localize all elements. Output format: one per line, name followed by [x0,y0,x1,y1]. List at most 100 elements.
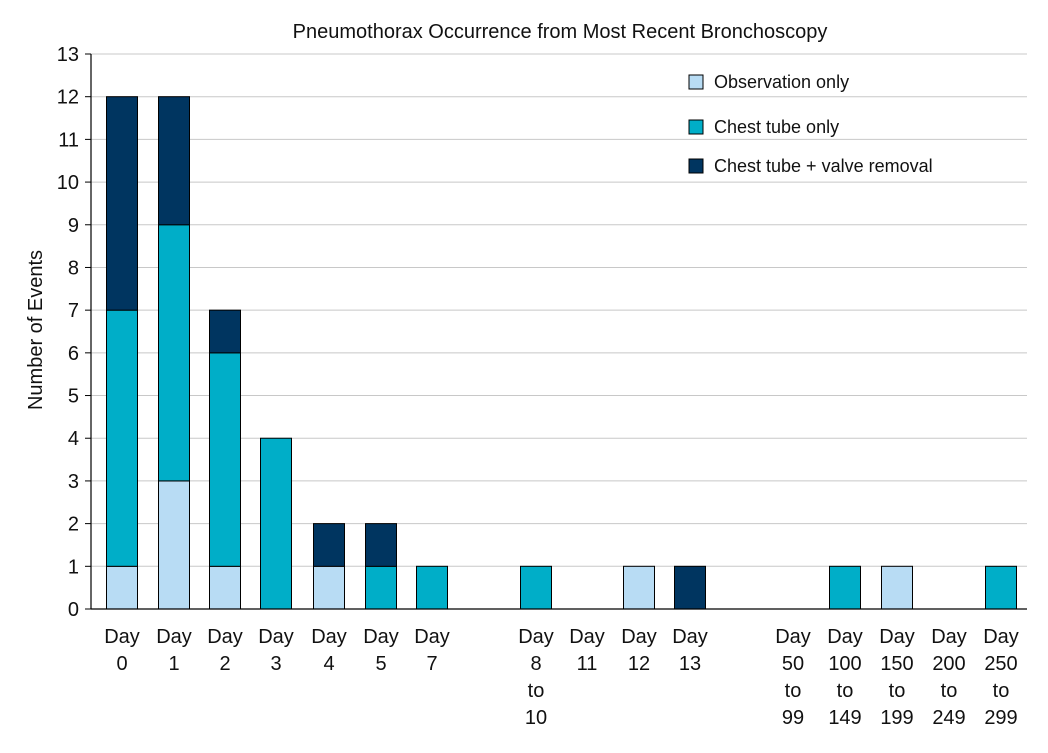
x-tick-label: Day [879,626,915,648]
x-tick-label-group: Day 50 to 99 [775,626,811,729]
bar-observation-only-10 [623,565,655,610]
y-tick-label: 10 [57,172,79,194]
x-tick-label: Day [672,626,708,648]
x-tick-label-group: Day 4 [311,626,347,675]
x-tick-label: 3 [270,653,281,675]
legend-swatch [688,74,704,90]
x-tick-label: 99 [782,707,804,729]
x-tick-label: 11 [577,653,598,675]
x-tick-label: 150 [880,653,913,675]
legend-swatch [688,158,704,174]
y-tick-label: 4 [68,428,79,450]
grid-lines [91,53,1027,567]
x-tick-label: to [993,680,1010,702]
x-tick-label: to [785,680,802,702]
bar-chest-tube-only-4 [260,437,292,610]
chart-title: Pneumothorax Occurrence from Most Recent… [293,21,828,43]
bar-chest-tube-only-16 [985,565,1017,610]
y-tick-label: 5 [68,386,79,408]
x-tick-label: 10 [525,707,547,729]
x-tick-label: 250 [984,653,1017,675]
bar-observation-only-3 [209,565,241,610]
x-tick-label: 299 [984,707,1017,729]
x-tick-label-group: Day 200 to 249 [931,626,967,729]
x-tick-label: Day [518,626,554,648]
y-tick-label: 8 [68,257,79,279]
x-tick-label: 0 [116,653,127,675]
x-tick-label: 8 [530,653,541,675]
x-tick-label: to [837,680,854,702]
bar-chest-tube-valve-removal-1 [106,96,138,311]
x-tick-label-group: Day 12 [621,626,657,675]
x-tick-label: 12 [628,653,650,675]
bars-layer [106,96,1017,610]
x-tick-label: 249 [932,707,965,729]
x-tick-label: Day [827,626,863,648]
x-tick-label: 1 [168,653,179,675]
y-tick-label: 9 [68,215,79,237]
x-tick-label-group: Day 5 [363,626,399,675]
x-tick-label: Day [311,626,347,648]
x-tick-label: Day [414,626,450,648]
x-tick-label: 4 [323,653,334,675]
legend-label: Chest tube + valve removal [714,156,933,176]
x-tick-label: 50 [782,653,804,675]
bar-chest-tube-only-7 [416,565,448,610]
x-tick-label: 5 [375,653,386,675]
x-tick-label: 100 [828,653,861,675]
bar-chest-tube-valve-removal-3 [209,309,241,354]
bar-observation-only-14 [881,565,913,610]
x-tick-label: Day [104,626,140,648]
x-tick-label: 2 [219,653,230,675]
bar-chest-tube-valve-removal-6 [365,523,397,567]
x-tick-label: Day [207,626,243,648]
x-tick-label: 200 [932,653,965,675]
x-tick-label-group: Day 100 to 149 [827,626,863,729]
bar-chest-tube-only-6 [365,565,397,610]
y-tick-label: 13 [57,44,79,66]
x-tick-label: Day [363,626,399,648]
x-tick-label: Day [569,626,605,648]
bar-chest-tube-only-8 [520,565,552,610]
x-tick-label: to [528,680,545,702]
y-tick-label: 6 [68,343,79,365]
legend-item-chest-tube-valve-removal: Chest tube + valve removal [688,156,933,176]
x-tick-label-group: Day 1 [156,626,192,675]
bar-chest-tube-valve-removal-5 [313,523,345,567]
x-tick-label-group: Day 13 [672,626,708,675]
y-tick-label: 11 [58,129,79,151]
bar-observation-only-1 [106,565,138,610]
x-tick-label: Day [931,626,967,648]
y-tick-label: 3 [68,471,79,493]
x-tick-label: Day [258,626,294,648]
bar-chest-tube-only-1 [106,309,138,567]
bar-chest-tube-valve-removal-2 [158,96,190,226]
x-tick-label-group: Day 250 to 299 [983,626,1019,729]
x-tick-label: 7 [426,653,437,675]
y-axis-label: Number of Events [25,250,47,410]
y-tick-label: 12 [57,87,79,109]
x-tick-label: Day [156,626,192,648]
bar-observation-only-2 [158,480,190,610]
bar-chest-tube-only-2 [158,224,190,482]
x-tick-label: to [889,680,906,702]
legend-label: Observation only [714,72,849,92]
x-tick-label: to [941,680,958,702]
legend-swatch [688,119,704,135]
y-tick-label: 7 [68,300,79,322]
y-tick-label: 0 [68,599,79,621]
legend-label: Chest tube only [714,117,839,137]
y-tick-label: 2 [68,514,79,536]
y-tick-label: 1 [68,556,79,578]
x-tick-label: 13 [679,653,701,675]
legend-item-chest-tube-only: Chest tube only [688,117,839,137]
x-tick-label: Day [983,626,1019,648]
x-tick-label-group: Day 2 [207,626,243,675]
x-tick-label: Day [621,626,657,648]
bar-observation-only-5 [313,565,345,610]
legend-item-observation-only: Observation only [688,72,849,92]
x-tick-label-group: Day 0 [104,626,140,675]
x-tick-label: 199 [880,707,913,729]
